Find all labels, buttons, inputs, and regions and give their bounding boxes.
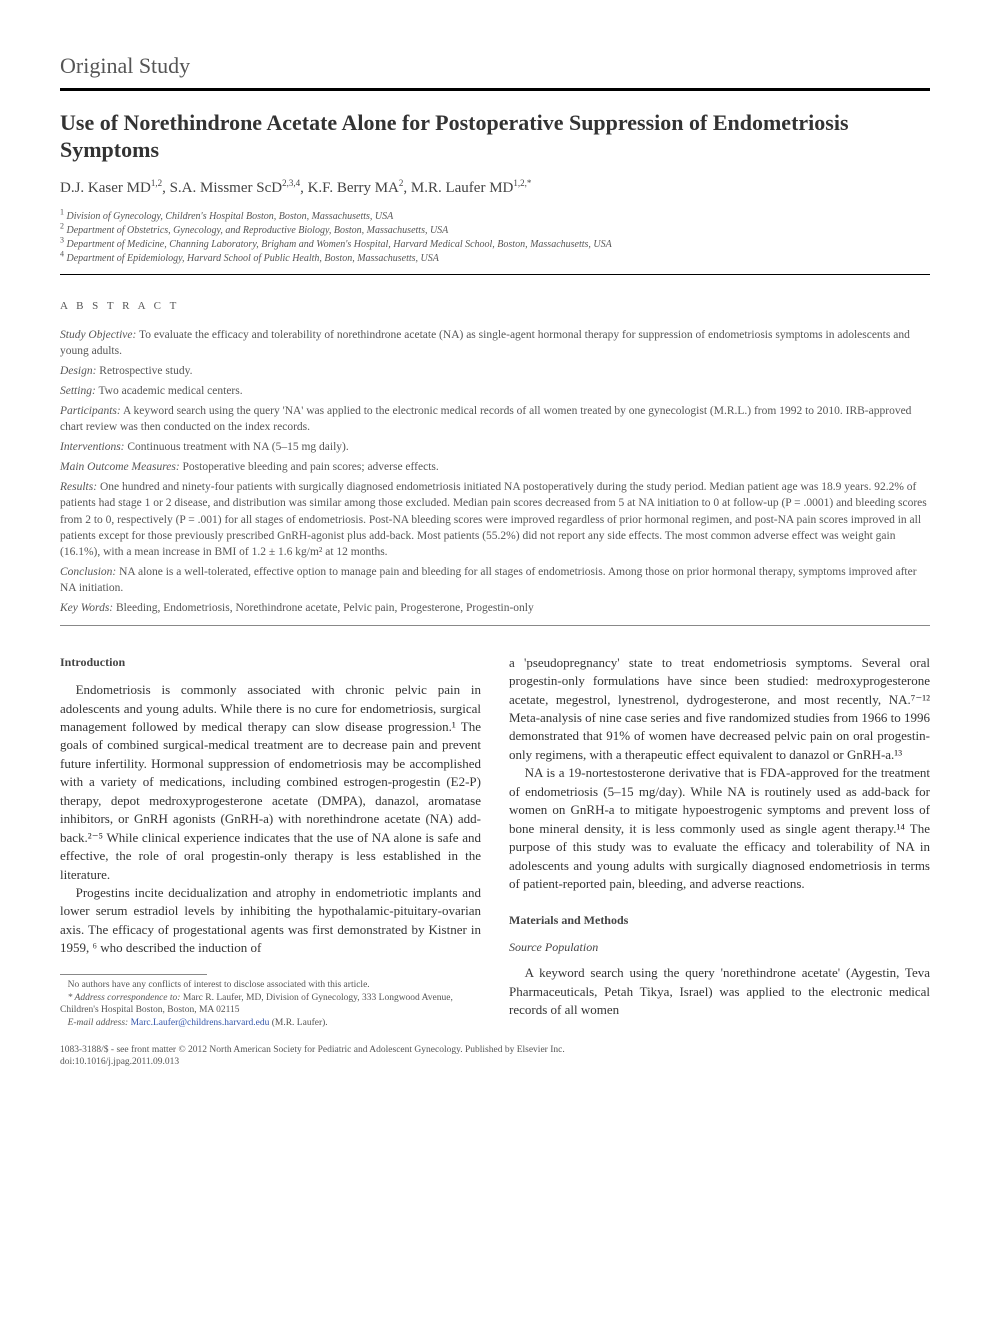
abstract-objective-text: To evaluate the efficacy and tolerabilit… bbox=[60, 329, 910, 357]
methods-heading: Materials and Methods bbox=[509, 912, 930, 929]
methods-paragraph-1: A keyword search using the query 'noreth… bbox=[509, 964, 930, 1019]
abstract-design-label: Design: bbox=[60, 365, 96, 377]
affiliations: 1 Division of Gynecology, Children's Hos… bbox=[60, 210, 930, 266]
body-columns: Introduction Endometriosis is commonly a… bbox=[60, 654, 930, 1030]
abstract-conclusion: Conclusion: NA alone is a well-tolerated… bbox=[60, 564, 930, 596]
abstract-participants-label: Participants: bbox=[60, 405, 121, 417]
footnote-correspondence: * Address correspondence to: Marc R. Lau… bbox=[60, 992, 481, 1018]
abstract-heading: A B S T R A C T bbox=[60, 299, 930, 315]
abstract-interventions-text: Continuous treatment with NA (5–15 mg da… bbox=[125, 441, 349, 453]
abstract-setting-text: Two academic medical centers. bbox=[96, 385, 243, 397]
intro-paragraph-2: Progestins incite decidualization and at… bbox=[60, 884, 481, 958]
doi-line: doi:10.1016/j.jpag.2011.09.013 bbox=[60, 1056, 930, 1068]
abstract-conclusion-label: Conclusion: bbox=[60, 566, 116, 578]
abstract-design-text: Retrospective study. bbox=[96, 365, 192, 377]
abstract-participants: Participants: A keyword search using the… bbox=[60, 403, 930, 435]
abstract-outcomes-text: Postoperative bleeding and pain scores; … bbox=[180, 461, 439, 473]
intro-paragraph-1: Endometriosis is commonly associated wit… bbox=[60, 681, 481, 884]
abstract-participants-text: A keyword search using the query 'NA' wa… bbox=[60, 405, 911, 433]
abstract-interventions-label: Interventions: bbox=[60, 441, 125, 453]
footnote-email-suffix: (M.R. Laufer). bbox=[269, 1018, 327, 1028]
footnote-corr-label: * Address correspondence to: bbox=[68, 993, 181, 1003]
footnote-rule bbox=[60, 974, 207, 975]
keywords-text: Bleeding, Endometriosis, Norethindrone a… bbox=[113, 602, 534, 614]
article-title: Use of Norethindrone Acetate Alone for P… bbox=[60, 109, 930, 164]
keywords-label: Key Words: bbox=[60, 602, 113, 614]
abstract-interventions: Interventions: Continuous treatment with… bbox=[60, 439, 930, 455]
footnote-conflict: No authors have any conflicts of interes… bbox=[60, 979, 481, 992]
abstract-setting-label: Setting: bbox=[60, 385, 96, 397]
abstract-results-text: One hundred and ninety-four patients wit… bbox=[60, 481, 927, 557]
introduction-heading: Introduction bbox=[60, 654, 481, 671]
intro-paragraph-3: a 'pseudopregnancy' state to treat endom… bbox=[509, 654, 930, 765]
abstract-outcomes: Main Outcome Measures: Postoperative ble… bbox=[60, 459, 930, 475]
source-population-heading: Source Population bbox=[509, 939, 930, 956]
abstract-design: Design: Retrospective study. bbox=[60, 363, 930, 379]
affiliation-line: 1 Division of Gynecology, Children's Hos… bbox=[60, 210, 930, 224]
keywords: Key Words: Bleeding, Endometriosis, Nore… bbox=[60, 600, 930, 617]
footnote-email: E-mail address: Marc.Laufer@childrens.ha… bbox=[60, 1017, 481, 1030]
abstract-setting: Setting: Two academic medical centers. bbox=[60, 383, 930, 399]
affiliation-line: 2 Department of Obstetrics, Gynecology, … bbox=[60, 224, 930, 238]
footnote-email-link[interactable]: Marc.Laufer@childrens.harvard.edu bbox=[128, 1018, 269, 1028]
column-left: Introduction Endometriosis is commonly a… bbox=[60, 654, 481, 1030]
abstract-outcomes-label: Main Outcome Measures: bbox=[60, 461, 180, 473]
abstract-objective: Study Objective: To evaluate the efficac… bbox=[60, 327, 930, 359]
affiliation-line: 4 Department of Epidemiology, Harvard Sc… bbox=[60, 252, 930, 266]
article-type: Original Study bbox=[60, 50, 930, 82]
affiliation-line: 3 Department of Medicine, Channing Labor… bbox=[60, 238, 930, 252]
abstract-conclusion-text: NA alone is a well-tolerated, effective … bbox=[60, 566, 917, 594]
rule-after-abstract bbox=[60, 625, 930, 626]
copyright-line: 1083-3188/$ - see front matter © 2012 No… bbox=[60, 1044, 930, 1056]
footnote-email-label: E-mail address: bbox=[68, 1018, 129, 1028]
column-right: a 'pseudopregnancy' state to treat endom… bbox=[509, 654, 930, 1030]
intro-paragraph-4: NA is a 19-nortestosterone derivative th… bbox=[509, 764, 930, 893]
abstract-results-label: Results: bbox=[60, 481, 97, 493]
abstract-objective-label: Study Objective: bbox=[60, 329, 136, 341]
rule-after-affiliations bbox=[60, 274, 930, 275]
abstract-results: Results: One hundred and ninety-four pat… bbox=[60, 479, 930, 559]
authors: D.J. Kaser MD1,2, S.A. Missmer ScD2,3,4,… bbox=[60, 178, 930, 200]
rule-top bbox=[60, 88, 930, 91]
